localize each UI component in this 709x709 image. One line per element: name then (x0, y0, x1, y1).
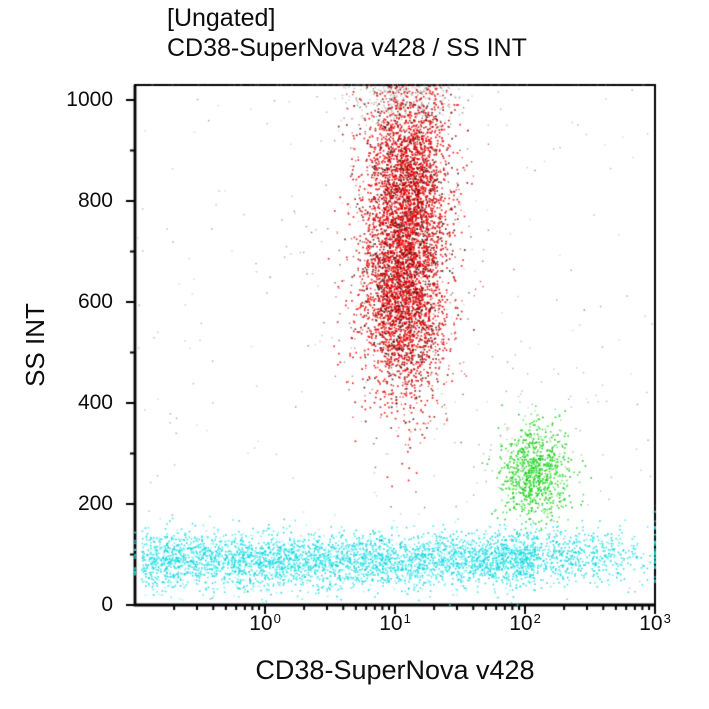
x-axis-title: CD38-SuperNova v428 (255, 655, 535, 685)
y-axis-title: SS INT (20, 303, 50, 387)
gate-title: [Ungated] (167, 4, 276, 32)
plot-parameters-title: CD38-SuperNova v428 / SS INT (167, 34, 527, 62)
